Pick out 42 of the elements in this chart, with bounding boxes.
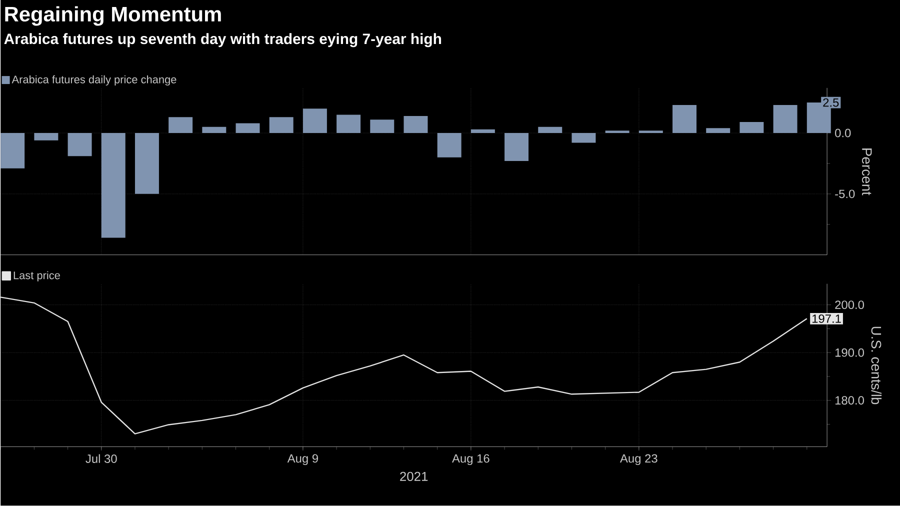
y-tick-label: 0.0: [835, 128, 851, 138]
bar: [504, 133, 529, 162]
bar: [302, 108, 327, 134]
bar: [370, 120, 394, 134]
bar: [101, 133, 126, 238]
y-tick-label: 180.0: [835, 396, 864, 405]
bar: [404, 116, 428, 134]
bar: [236, 123, 260, 134]
bar: [336, 114, 361, 134]
y-tick-label: -5.0: [835, 190, 855, 198]
legend-label: Last price: [14, 271, 60, 282]
x-tick-label: Aug 9: [287, 454, 318, 466]
bar: [706, 128, 730, 134]
bar: [672, 105, 696, 134]
x-tick-label: Jul 30: [86, 454, 117, 464]
data-label: 197.1: [812, 314, 841, 324]
data-label: 2.5: [823, 98, 839, 107]
bar: [0, 133, 25, 169]
y-axis-title: U.S. cents/lb: [871, 326, 882, 404]
bar: [68, 133, 92, 156]
chart-title: Regaining Momentum: [5, 6, 221, 26]
x-tick-label: Aug 23: [620, 454, 658, 466]
x-axis-title: 2021: [400, 472, 428, 482]
bar: [605, 130, 630, 134]
bar: [470, 130, 495, 134]
y-axis-title: Percent: [862, 148, 872, 196]
bar: [638, 130, 663, 134]
bar: [538, 127, 562, 134]
y-tick-label: 190.0: [835, 348, 864, 357]
bar: [134, 133, 159, 194]
x-tick-label: Aug 16: [452, 454, 490, 466]
bar: [740, 122, 764, 134]
bar: [437, 133, 462, 158]
bar: [773, 105, 798, 134]
bar: [168, 117, 193, 134]
chart-subtitle: Arabica futures up seventh day with traders eying 7-year high: [4, 33, 442, 48]
bar: [572, 133, 596, 143]
legend-label: Arabica futures daily price change: [12, 75, 176, 86]
bar: [269, 117, 294, 134]
bar: [34, 133, 58, 140]
y-tick-label: 200.0: [835, 300, 864, 310]
bar: [202, 127, 226, 134]
